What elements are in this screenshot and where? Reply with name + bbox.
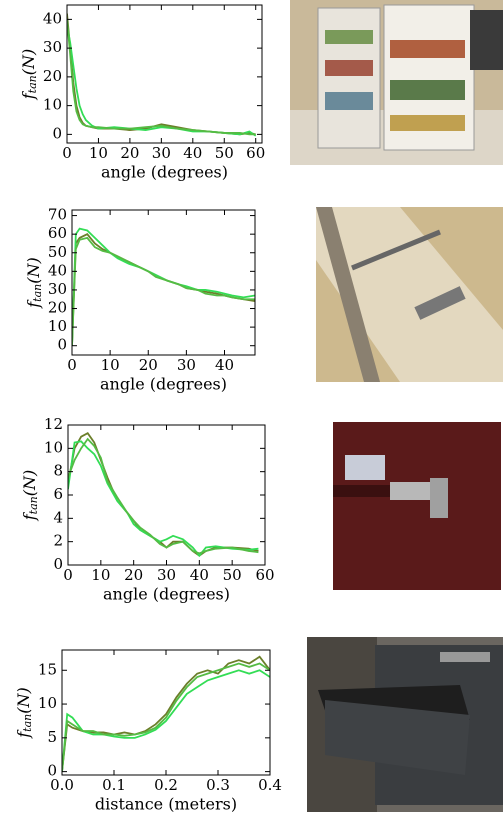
y-tick-label: 40 bbox=[48, 261, 67, 279]
y-axis-label: ftan(N) bbox=[19, 49, 40, 100]
data-line bbox=[72, 233, 255, 346]
y-axis-label: ftan(N) bbox=[20, 470, 41, 521]
y-tick-label: 0 bbox=[52, 124, 62, 142]
x-axis-label: distance (meters) bbox=[95, 795, 237, 814]
y-tick-label: 40 bbox=[43, 9, 62, 27]
y-tick-label: 0 bbox=[47, 762, 57, 780]
data-line bbox=[67, 24, 257, 137]
photo-cabinet bbox=[333, 422, 501, 590]
x-tick-label: 10 bbox=[101, 356, 120, 374]
y-tick-label: 10 bbox=[44, 438, 63, 456]
x-tick-label: 0 bbox=[62, 144, 72, 162]
y-label-sub: tan bbox=[26, 75, 39, 93]
x-tick-label: 0 bbox=[67, 356, 77, 374]
y-tick-label: 6 bbox=[53, 485, 63, 503]
data-line bbox=[67, 19, 256, 136]
y-label-unit: (N) bbox=[20, 470, 39, 496]
x-tick-label: 0.2 bbox=[154, 776, 178, 794]
x-tick-label: 0.1 bbox=[102, 776, 126, 794]
x-tick-label: 20 bbox=[124, 566, 143, 584]
data-line bbox=[62, 662, 270, 772]
y-tick-label: 20 bbox=[48, 299, 67, 317]
y-label-main: f bbox=[19, 90, 38, 100]
plot-frame bbox=[71, 209, 256, 356]
y-label-main: f bbox=[24, 299, 43, 309]
y-label-main: f bbox=[14, 729, 33, 739]
y-axis-label: ftan(N) bbox=[24, 257, 45, 308]
data-line bbox=[68, 440, 259, 558]
x-tick-label: 40 bbox=[215, 356, 234, 374]
x-tick-label: 50 bbox=[215, 144, 234, 162]
y-tick-label: 50 bbox=[48, 243, 67, 261]
x-tick-label: 20 bbox=[139, 356, 158, 374]
y-tick-label: 0 bbox=[57, 336, 67, 354]
y-label-sub: tan bbox=[31, 284, 44, 302]
y-tick-label: 2 bbox=[53, 532, 63, 550]
data-line bbox=[62, 655, 270, 772]
x-tick-label: 30 bbox=[177, 356, 196, 374]
x-tick-label: 0 bbox=[63, 566, 73, 584]
data-line bbox=[62, 669, 270, 772]
photo-door bbox=[316, 207, 503, 382]
x-axis-label: angle (degrees) bbox=[103, 585, 230, 604]
y-label-unit: (N) bbox=[24, 257, 43, 283]
y-label-unit: (N) bbox=[19, 49, 38, 75]
y-tick-label: 20 bbox=[43, 67, 62, 85]
x-tick-label: 40 bbox=[190, 566, 209, 584]
y-tick-label: 30 bbox=[43, 38, 62, 56]
x-tick-label: 0.0 bbox=[50, 776, 74, 794]
x-tick-label: 40 bbox=[183, 144, 202, 162]
plot-frame bbox=[66, 4, 263, 144]
x-axis-label: angle (degrees) bbox=[100, 375, 227, 394]
photo-drawer bbox=[307, 637, 503, 812]
x-tick-label: 20 bbox=[120, 144, 139, 162]
photo-fridge bbox=[290, 0, 503, 165]
x-tick-label: 60 bbox=[246, 144, 265, 162]
y-label-main: f bbox=[20, 511, 39, 521]
y-tick-label: 5 bbox=[47, 728, 57, 746]
y-label-sub: tan bbox=[21, 714, 34, 732]
y-tick-label: 30 bbox=[48, 280, 67, 298]
plot-frame bbox=[67, 424, 266, 566]
y-tick-label: 12 bbox=[44, 415, 63, 433]
x-tick-label: 10 bbox=[89, 144, 108, 162]
data-line bbox=[68, 437, 259, 555]
y-tick-label: 0 bbox=[53, 555, 63, 573]
y-tick-label: 10 bbox=[38, 694, 57, 712]
y-label-sub: tan bbox=[27, 496, 40, 514]
x-axis-label: angle (degrees) bbox=[101, 163, 228, 182]
x-tick-label: 30 bbox=[152, 144, 171, 162]
x-tick-label: 50 bbox=[223, 566, 242, 584]
data-line bbox=[72, 236, 255, 346]
x-tick-label: 30 bbox=[157, 566, 176, 584]
y-tick-label: 10 bbox=[43, 96, 62, 114]
y-tick-label: 8 bbox=[53, 462, 63, 480]
y-tick-label: 4 bbox=[53, 508, 63, 526]
y-tick-label: 70 bbox=[48, 206, 67, 224]
x-tick-label: 0.4 bbox=[258, 776, 282, 794]
x-tick-label: 60 bbox=[255, 566, 274, 584]
y-label-unit: (N) bbox=[14, 687, 33, 713]
y-tick-label: 15 bbox=[38, 660, 57, 678]
data-line bbox=[67, 13, 256, 136]
y-tick-label: 10 bbox=[48, 317, 67, 335]
y-axis-label: ftan(N) bbox=[14, 687, 35, 738]
y-tick-label: 60 bbox=[48, 224, 67, 242]
x-tick-label: 0.3 bbox=[206, 776, 230, 794]
x-tick-label: 10 bbox=[91, 566, 110, 584]
